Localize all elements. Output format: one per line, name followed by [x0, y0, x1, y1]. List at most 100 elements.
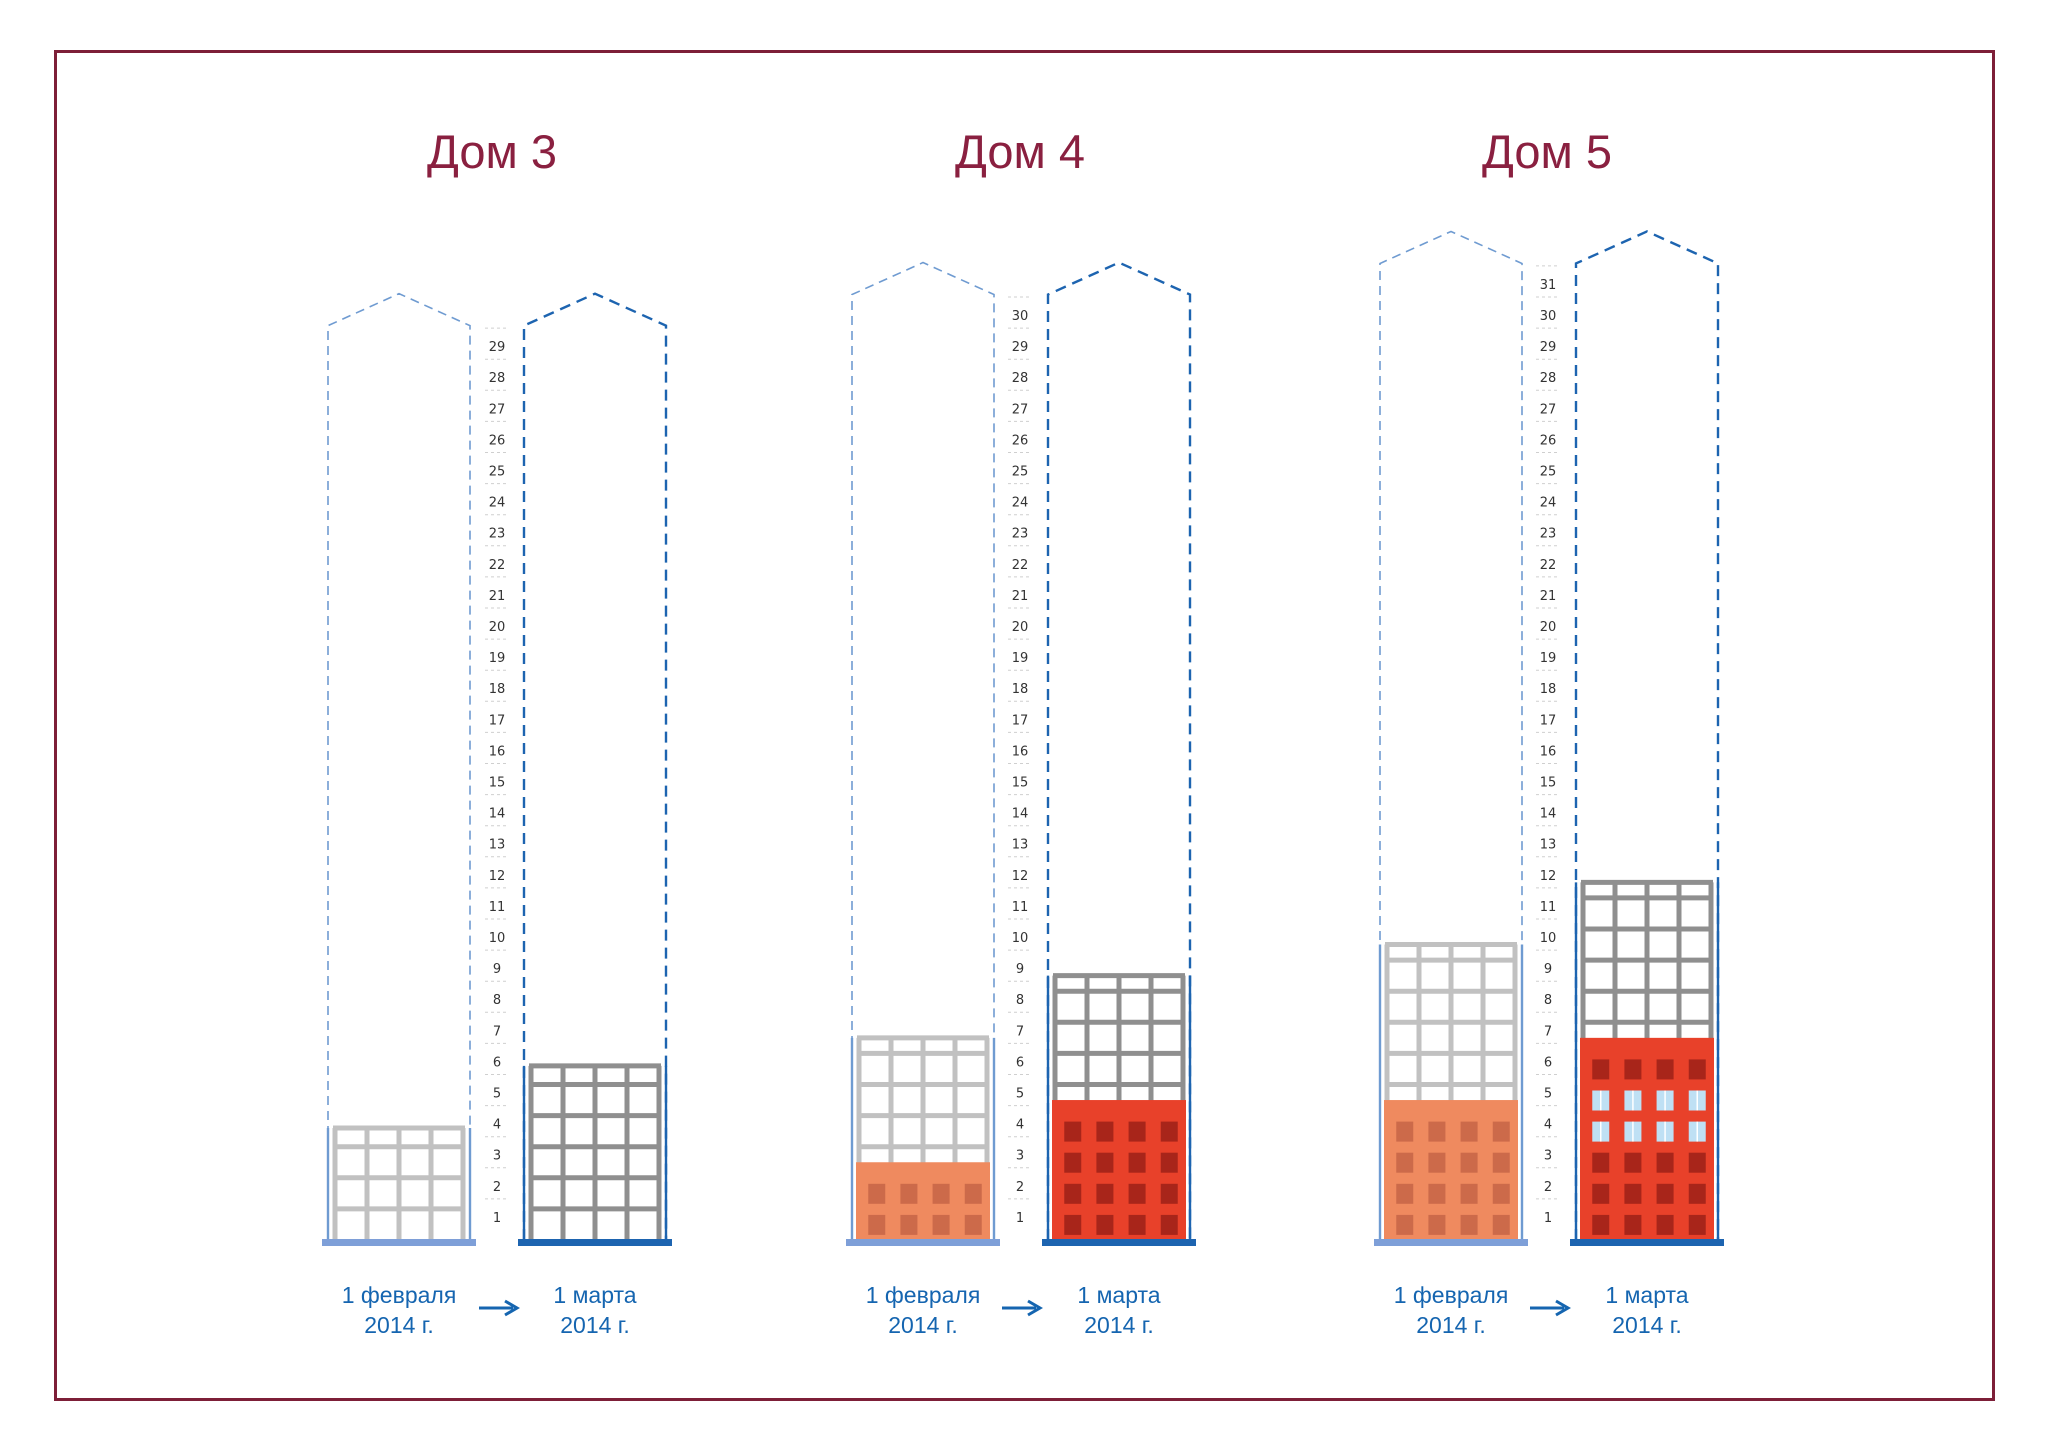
building-3-after-outline — [1574, 230, 1720, 1240]
building-1-before-date: 1 февраля — [342, 1282, 457, 1308]
window-opening — [1428, 1183, 1446, 1204]
building-3-before-year: 2014 г. — [1416, 1312, 1486, 1338]
floor-label: 16 — [1540, 744, 1557, 759]
floor-label: 22 — [1012, 558, 1029, 573]
window-opening — [1656, 1152, 1674, 1173]
floor-label: 25 — [1012, 465, 1029, 480]
floor-label: 28 — [1012, 371, 1029, 386]
floor-label: 27 — [1012, 402, 1029, 417]
floor-label: 4 — [493, 1118, 501, 1133]
window-opening — [1460, 1121, 1478, 1142]
floor-label: 30 — [1540, 309, 1557, 324]
floor-label: 29 — [489, 340, 506, 355]
window-opening — [1492, 1214, 1510, 1235]
building-1-after-base — [518, 1239, 672, 1246]
floor-label: 28 — [1540, 371, 1557, 386]
floor-label: 22 — [489, 558, 506, 573]
floor-label: 7 — [1544, 1024, 1552, 1039]
window-opening — [1624, 1152, 1642, 1173]
floor-label: 25 — [489, 465, 506, 480]
floor-label: 13 — [1012, 838, 1029, 853]
floor-label: 11 — [1012, 900, 1029, 915]
window-opening — [1460, 1214, 1478, 1235]
building-1-before-frame — [332, 1125, 466, 1240]
window-opening — [900, 1214, 918, 1235]
building-3-before-outline — [1379, 230, 1523, 1240]
window-opening — [1396, 1152, 1414, 1173]
building-3-after-year: 2014 г. — [1612, 1312, 1682, 1338]
floor-label: 4 — [1016, 1118, 1024, 1133]
floor-label: 21 — [1540, 589, 1557, 604]
window-opening — [1128, 1214, 1146, 1235]
building-1-before-outline — [327, 292, 471, 1240]
floor-label: 26 — [489, 433, 506, 448]
window-opening — [1492, 1152, 1510, 1173]
building-2-before-year: 2014 г. — [888, 1312, 958, 1338]
floor-label: 19 — [1540, 651, 1557, 666]
window-opening — [1656, 1183, 1674, 1204]
window-opening — [1592, 1183, 1610, 1204]
building-1-floor-scale: 1234567891011121314151617181920212223242… — [485, 327, 509, 1226]
floor-label: 2 — [493, 1180, 501, 1195]
floor-label: 20 — [1540, 620, 1557, 635]
floor-label: 16 — [1012, 744, 1029, 759]
building-3-title: Дом 5 — [1482, 125, 1612, 178]
floor-label: 15 — [1012, 776, 1029, 791]
window-opening — [1492, 1121, 1510, 1142]
floor-label: 14 — [1012, 807, 1029, 822]
floor-label: 2 — [1544, 1180, 1552, 1195]
window-opening — [1064, 1183, 1082, 1204]
floor-label: 9 — [1544, 962, 1552, 977]
floor-label: 1 — [1016, 1211, 1024, 1226]
building-2-after-base — [1042, 1239, 1196, 1246]
floor-label: 13 — [1540, 838, 1557, 853]
window-opening — [1128, 1121, 1146, 1142]
floor-label: 23 — [1012, 527, 1029, 542]
floor-label: 10 — [1012, 931, 1029, 946]
building-2-before-date: 1 февраля — [866, 1282, 981, 1308]
building-2-after-outline — [1046, 261, 1192, 1240]
window-opening — [1656, 1214, 1674, 1235]
window-opening — [1688, 1059, 1706, 1080]
floor-label: 20 — [489, 620, 506, 635]
floor-label: 14 — [489, 807, 506, 822]
floor-label: 3 — [1016, 1149, 1024, 1164]
floor-label: 5 — [1016, 1087, 1024, 1102]
building-2-after-brickwork — [1052, 1100, 1186, 1240]
window-opening — [1064, 1121, 1082, 1142]
floor-label: 8 — [493, 993, 501, 1008]
floor-label: 17 — [1012, 713, 1029, 728]
window-opening — [1096, 1152, 1114, 1173]
arrow-right-icon — [1530, 1299, 1571, 1317]
floor-label: 4 — [1544, 1118, 1552, 1133]
floor-label: 8 — [1544, 993, 1552, 1008]
window-opening — [1096, 1183, 1114, 1204]
floor-label: 27 — [1540, 402, 1557, 417]
window-opening — [1064, 1214, 1082, 1235]
floor-label: 25 — [1540, 465, 1557, 480]
floor-label: 10 — [1540, 931, 1557, 946]
window-opening — [1624, 1214, 1642, 1235]
window-opening — [932, 1214, 950, 1235]
floor-label: 19 — [1012, 651, 1029, 666]
window-opening — [1688, 1214, 1706, 1235]
floor-label: 9 — [493, 962, 501, 977]
floor-label: 30 — [1012, 309, 1029, 324]
window-opening — [868, 1183, 886, 1204]
floor-label: 26 — [1012, 433, 1029, 448]
window-opening — [1160, 1152, 1178, 1173]
floor-label: 1 — [1544, 1211, 1552, 1226]
building-1-title: Дом 3 — [427, 125, 557, 178]
arrow-right-icon — [479, 1299, 520, 1317]
building-1-before-base — [322, 1239, 476, 1246]
floor-label: 29 — [1540, 340, 1557, 355]
window-opening — [868, 1214, 886, 1235]
building-3-after-brickwork — [1580, 1037, 1714, 1240]
floor-label: 11 — [1540, 900, 1557, 915]
window-opening — [1688, 1183, 1706, 1204]
building-2-before-brickwork — [856, 1162, 990, 1240]
floor-label: 22 — [1540, 558, 1557, 573]
floor-label: 15 — [489, 776, 506, 791]
